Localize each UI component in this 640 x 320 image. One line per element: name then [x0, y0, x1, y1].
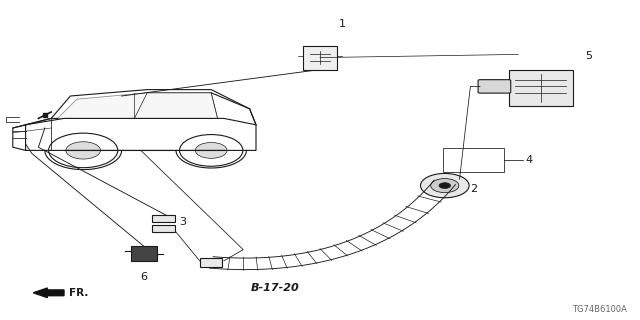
Circle shape	[431, 179, 459, 193]
Text: 1: 1	[339, 19, 346, 29]
FancyBboxPatch shape	[478, 80, 511, 93]
FancyBboxPatch shape	[509, 70, 573, 106]
FancyBboxPatch shape	[152, 225, 175, 232]
Text: B-17-20: B-17-20	[251, 283, 300, 293]
Text: 3: 3	[179, 217, 186, 228]
Text: 4: 4	[525, 155, 532, 165]
FancyBboxPatch shape	[200, 258, 223, 267]
Polygon shape	[58, 93, 218, 118]
FancyBboxPatch shape	[131, 246, 157, 261]
Circle shape	[439, 183, 451, 188]
FancyBboxPatch shape	[152, 215, 175, 222]
Text: 6: 6	[141, 272, 147, 282]
FancyArrow shape	[33, 288, 64, 298]
Circle shape	[420, 173, 469, 198]
Text: TG74B6100A: TG74B6100A	[572, 305, 627, 314]
Circle shape	[195, 142, 227, 158]
Text: 5: 5	[586, 51, 593, 61]
Circle shape	[179, 135, 243, 166]
Text: FR.: FR.	[69, 288, 88, 298]
Circle shape	[49, 133, 118, 168]
Circle shape	[66, 142, 100, 159]
Text: 2: 2	[470, 184, 477, 194]
FancyBboxPatch shape	[303, 46, 337, 70]
